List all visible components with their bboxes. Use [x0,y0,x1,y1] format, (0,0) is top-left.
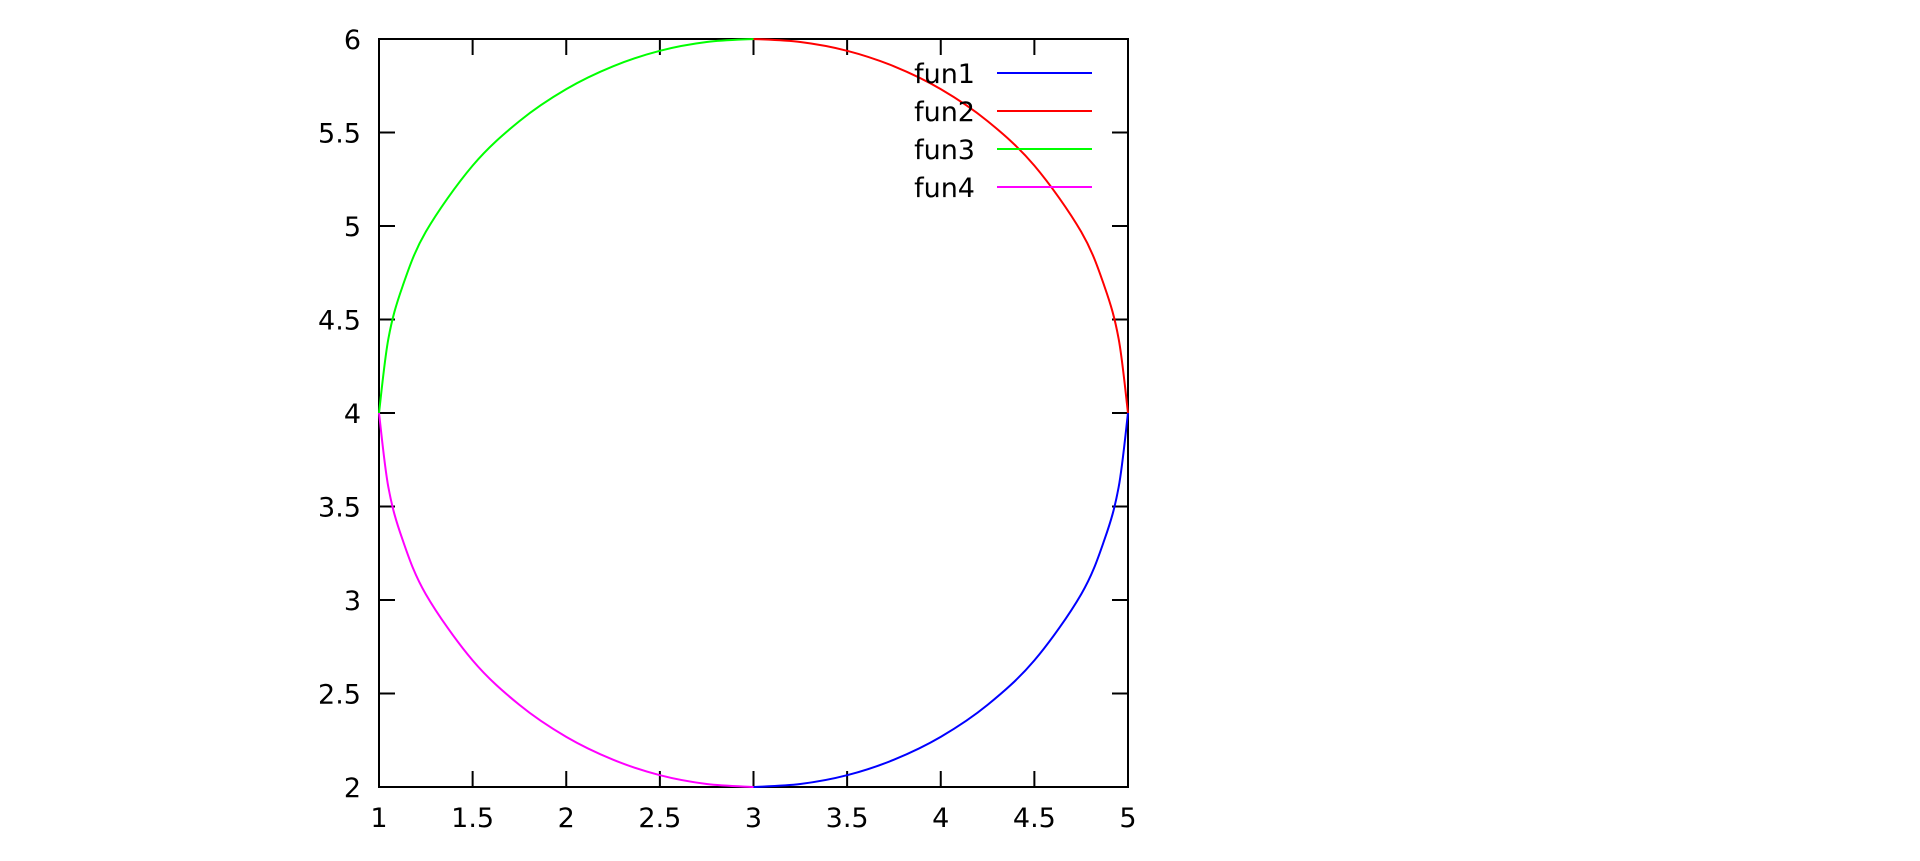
y-tick-label: 5 [344,212,361,243]
x-tick-label: 4.5 [1013,803,1056,834]
x-tick-label: 1 [370,803,387,834]
y-tick-label: 4.5 [318,306,361,337]
series-line-fun4 [378,412,754,788]
x-tick-label: 3 [745,803,762,834]
series-group [378,38,1129,788]
x-tick-label: 4 [932,803,949,834]
x-tick-label: 2.5 [638,803,681,834]
y-tick-label: 3.5 [318,493,361,524]
y-tick-label: 5.5 [318,119,361,150]
series-line-fun2 [753,38,1129,414]
legend-label: fun3 [914,135,975,166]
y-tick-label: 2.5 [318,680,361,711]
y-tick-label: 6 [344,25,361,56]
x-tick-label: 5 [1119,803,1136,834]
legend-label: fun1 [914,59,975,90]
axes: 1 1.5 2 2.5 3 3.5 4 4.5 5 2 2.5 3 3.5 4 4.5 5 5.5 6 [318,25,1137,834]
x-tick-label: 2 [558,803,575,834]
plot-frame [378,38,1129,788]
x-tick-label: 3.5 [826,803,869,834]
y-tick-label: 2 [344,773,361,804]
y-tick-label: 3 [344,586,361,617]
legend: fun1 fun2 fun3 fun4 [914,59,1092,204]
legend-label: fun4 [914,173,975,204]
series-line-fun3 [378,38,754,414]
x-tick-label: 1.5 [451,803,494,834]
y-tick-label: 4 [344,399,361,430]
series-line-fun1 [753,412,1129,788]
legend-label: fun2 [914,97,975,128]
